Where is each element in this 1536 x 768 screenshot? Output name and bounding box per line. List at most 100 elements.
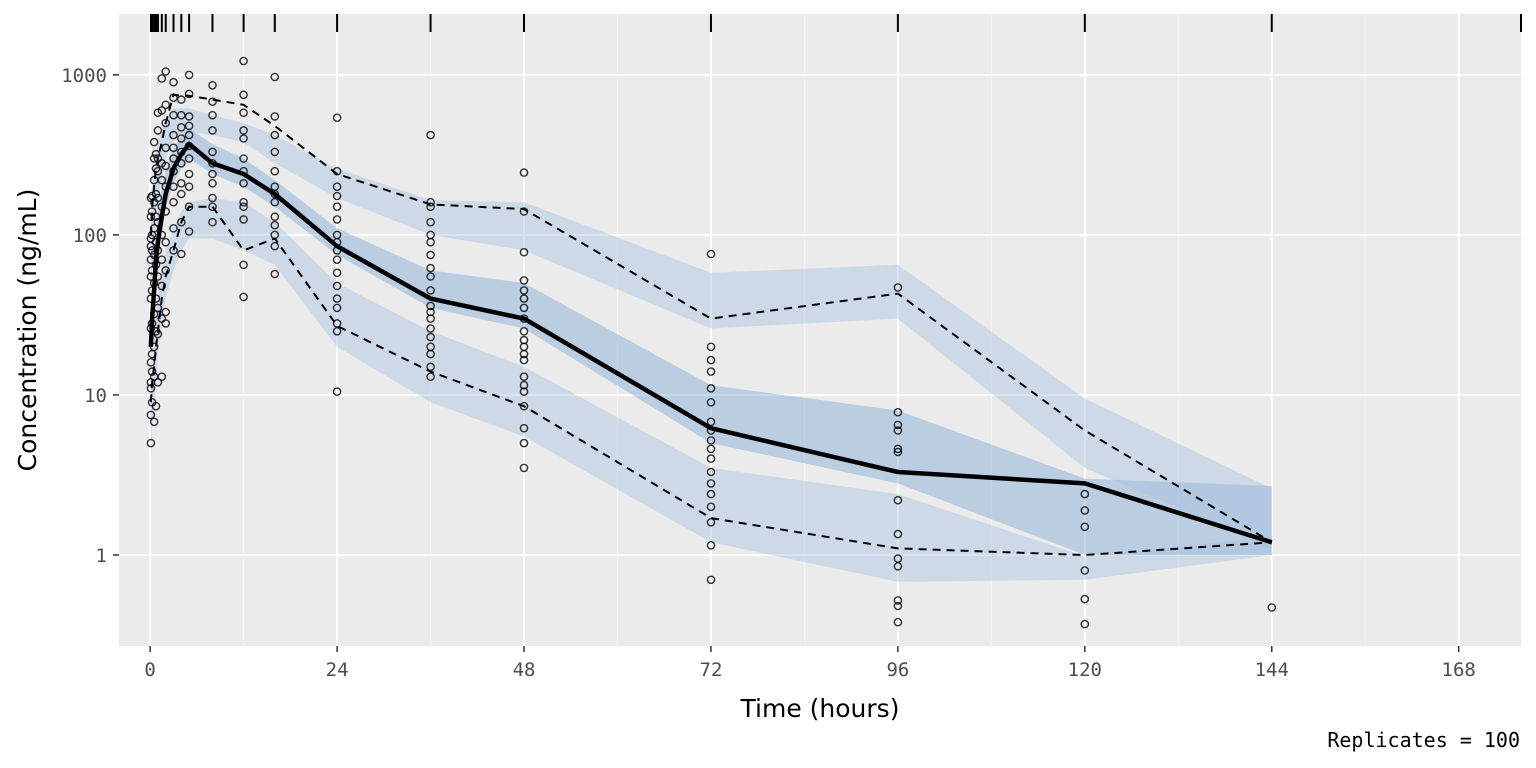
observed-point: [169, 223, 178, 233]
observed-point: [519, 276, 529, 285]
grid-lines: [119, 14, 1521, 646]
observed-point: [161, 266, 170, 275]
observed-point: [161, 100, 170, 110]
observed-point: [332, 319, 342, 328]
observed-point: [706, 444, 716, 454]
observed-point: [893, 407, 903, 417]
observed-point: [157, 74, 167, 83]
observed-point: [146, 438, 156, 448]
observed-point: [239, 292, 248, 302]
observed-point: [239, 108, 248, 117]
observed-point: [519, 463, 529, 473]
x-tick-label: 0: [144, 659, 155, 681]
observed-point: [519, 294, 529, 303]
observed-point: [184, 169, 194, 179]
observed-point: [208, 147, 217, 157]
observed-point: [1080, 522, 1090, 532]
observed-point: [706, 436, 716, 445]
observed-point: [239, 154, 248, 163]
observed-point: [706, 426, 716, 435]
observed-point: [153, 166, 163, 176]
observed-point: [208, 126, 217, 135]
observed-point: [169, 246, 178, 255]
observed-point: [184, 154, 194, 163]
observed-point: [519, 303, 529, 313]
observed-point: [146, 383, 156, 393]
observed-point: [184, 130, 194, 140]
observed-point: [146, 357, 156, 367]
observed-point: [161, 319, 170, 328]
observed-point: [149, 417, 159, 427]
observed-point: [184, 112, 194, 121]
observed-point: [893, 596, 903, 605]
observed-point: [184, 121, 194, 131]
observed-point: [893, 617, 903, 627]
observed-point: [169, 143, 178, 153]
observed-point: [153, 303, 163, 313]
observed-point: [706, 454, 716, 463]
observed-point: [426, 342, 435, 352]
observed-point: [426, 372, 435, 382]
observed-point: [706, 479, 716, 488]
observed-point: [270, 182, 280, 191]
observed-point: [157, 255, 167, 265]
observed-point: [176, 158, 186, 168]
observed-point: [332, 246, 342, 255]
x-tick-label: 144: [1255, 659, 1289, 681]
observed-point: [151, 149, 161, 159]
observed-point: [426, 130, 435, 140]
observed-point: [169, 154, 178, 163]
observed-point: [706, 417, 716, 427]
observed-point: [147, 266, 157, 275]
y-axis-title: Concentration (ng/mL): [13, 189, 42, 472]
observed-point: [270, 230, 280, 240]
observed-point: [426, 332, 435, 342]
x-tick-label: 120: [1068, 659, 1102, 681]
observed-point: [426, 324, 435, 333]
observed-point: [893, 426, 903, 435]
observed-point: [270, 220, 280, 230]
observed-point: [426, 250, 435, 260]
observed-point: [208, 97, 217, 106]
observed-point: [153, 126, 163, 135]
observed-point: [426, 217, 435, 227]
observed-point: [239, 260, 248, 270]
observed-point: [519, 168, 529, 177]
observed-points: [146, 56, 1277, 629]
observed-point: [1080, 594, 1090, 604]
observed-point: [149, 278, 159, 288]
observed-point: [239, 126, 248, 135]
observed-point: [332, 255, 342, 265]
observed-point: [519, 401, 529, 411]
observed-point: [426, 202, 435, 211]
observed-point: [208, 110, 217, 120]
observed-point: [270, 197, 280, 207]
observed-point: [146, 410, 156, 420]
observed-point: [332, 182, 342, 191]
x-tick-label: 96: [886, 659, 909, 681]
observed-point: [893, 444, 903, 454]
y-tick-label: 1: [96, 545, 107, 567]
observed-point: [157, 281, 167, 291]
observed-point: [519, 438, 529, 448]
observed-point: [706, 397, 716, 407]
observed-point: [239, 178, 248, 188]
x-tick-label: 168: [1442, 659, 1476, 681]
observed-point: [519, 247, 529, 257]
observed-point: [239, 90, 248, 100]
observed-point: [332, 268, 342, 278]
x-tick-label: 72: [700, 659, 723, 681]
observed-point: [706, 575, 716, 585]
observed-point: [519, 314, 529, 323]
ci-band-1: [150, 198, 1272, 582]
observed-point: [151, 294, 161, 303]
observed-point: [149, 154, 159, 163]
observed-point: [270, 269, 280, 279]
observed-point: [519, 207, 529, 216]
observed-point: [176, 178, 186, 188]
observed-point: [239, 202, 248, 211]
observed-point: [1080, 489, 1090, 499]
x-tick-label: 48: [513, 659, 536, 681]
observed-point: [146, 212, 156, 221]
